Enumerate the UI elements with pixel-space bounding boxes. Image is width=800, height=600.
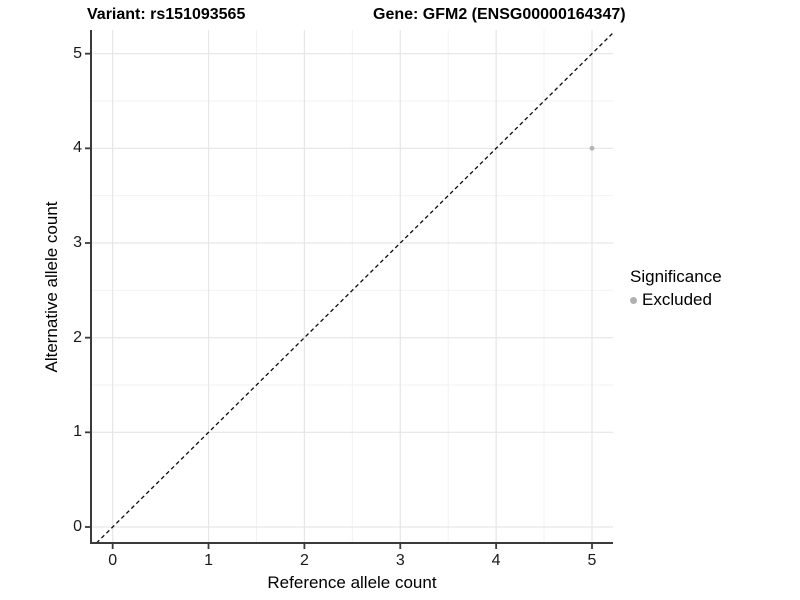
gene-title: Gene: GFM2 (ENSG00000164347) xyxy=(373,6,626,23)
y-axis-title: Alternative allele count xyxy=(42,201,61,373)
x-axis-title: Reference allele count xyxy=(267,573,437,592)
y-tick-label: 0 xyxy=(73,518,82,535)
y-tick-label: 3 xyxy=(73,234,82,251)
x-tick-label: 5 xyxy=(587,552,597,569)
legend-item-label: Excluded xyxy=(642,290,712,309)
x-tick-label: 3 xyxy=(395,552,405,569)
y-tick-label: 5 xyxy=(73,44,82,62)
y-tick-label: 2 xyxy=(73,328,82,346)
x-tick-label: 4 xyxy=(491,552,501,569)
identity-dashed-line xyxy=(96,32,614,544)
variant-title: Variant: rs151093565 xyxy=(87,6,246,23)
legend-title: Significance xyxy=(630,267,722,286)
excluded-point-icon xyxy=(630,296,637,304)
legend: Significance Excluded xyxy=(630,267,722,310)
data-point xyxy=(589,145,595,151)
x-tick-label: 2 xyxy=(299,552,309,569)
y-tick-label: 1 xyxy=(73,423,82,441)
x-tick-label: 0 xyxy=(108,552,118,569)
x-tick-label: 1 xyxy=(204,552,213,569)
y-tick-label: 4 xyxy=(73,139,82,157)
legend-item-excluded: Excluded xyxy=(630,290,722,310)
